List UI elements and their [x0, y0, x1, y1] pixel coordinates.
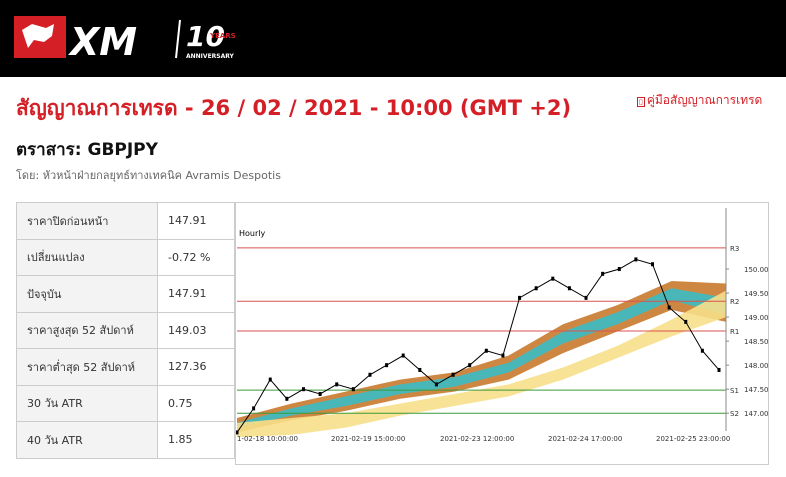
anniversary-caption: ANNIVERSARY — [186, 53, 235, 60]
price-point — [534, 286, 538, 291]
guide-link-text[interactable]: คู่มือสัญญาณการเทรด — [646, 93, 763, 107]
price-point — [601, 271, 605, 276]
price-point — [684, 319, 688, 324]
value-cell: 147.91 — [157, 275, 235, 313]
anniversary-word: YEARS — [209, 32, 236, 40]
price-point — [268, 377, 272, 382]
price-point — [551, 276, 555, 281]
header: XM 10 YEARS ANNIVERSARY — [0, 0, 786, 77]
price-point — [617, 267, 621, 272]
x-tick-label: 2021-02-24 17:00:00 — [548, 435, 622, 443]
price-point — [434, 382, 438, 387]
table-row: ราคาต่ำสุด 52 สัปดาห์ 127.36 — [16, 348, 235, 386]
logo-text: XM — [68, 20, 137, 64]
author: โดย: หัวหน้าฝ่ายกลยุทธ์ทางเทคนิค Avramis… — [16, 169, 281, 182]
level-label: S2 — [730, 410, 739, 418]
price-point — [717, 367, 721, 372]
price-point — [518, 295, 522, 300]
label-cell: เปลี่ยนแปลง — [16, 238, 158, 276]
price-point — [368, 372, 372, 377]
price-point — [285, 396, 289, 401]
price-point — [451, 372, 455, 377]
logo: XM 10 YEARS ANNIVERSARY — [14, 16, 236, 64]
price-point — [385, 363, 389, 368]
level-label: R1 — [730, 328, 739, 336]
bull-icon — [22, 24, 54, 48]
price-point — [468, 363, 472, 368]
price-point — [667, 305, 671, 310]
price-point — [651, 262, 655, 267]
chart: Hourly R3 R2 R1 S1 S2 150.00 149.50 149.00 148.5… — [235, 202, 769, 465]
level-label: R3 — [730, 245, 739, 253]
y-tick-label: 149.50 — [744, 290, 769, 298]
value-cell: 147.91 — [157, 202, 235, 240]
label-cell: 40 วัน ATR — [16, 421, 158, 459]
price-point — [584, 295, 588, 300]
value-cell: -0.72 % — [157, 238, 235, 276]
y-tick-label: 149.00 — [744, 314, 769, 322]
table-row: 30 วัน ATR 0.75 — [16, 384, 235, 422]
label-cell: ปัจจุบัน — [16, 275, 158, 313]
label-cell: 30 วัน ATR — [16, 384, 158, 422]
table-row: ปัจจุบัน 147.91 — [16, 275, 235, 313]
x-tick-label: 2021-02-25 23:00:00 — [656, 435, 730, 443]
price-point — [351, 387, 355, 392]
label-cell: ราคาสูงสุด 52 สัปดาห์ — [16, 311, 158, 349]
label-cell: ราคาปิดก่อนหน้า — [16, 202, 158, 240]
price-point — [634, 257, 638, 262]
table-row: ราคาปิดก่อนหน้า 147.91 — [16, 202, 235, 240]
y-tick-label: 148.00 — [744, 362, 769, 370]
price-point — [236, 430, 239, 435]
price-point — [401, 353, 405, 358]
y-tick-label: 148.50 — [744, 338, 769, 346]
price-point — [318, 391, 322, 396]
x-tick-label: 2021-02-19 15:00:00 — [331, 435, 405, 443]
price-line — [236, 258, 720, 433]
table-row: 40 วัน ATR 1.85 — [16, 421, 235, 459]
chart-label: Hourly — [239, 229, 265, 238]
y-tick-label: 147.00 — [744, 410, 769, 418]
anniversary-number: 10 — [186, 20, 225, 53]
price-point — [567, 286, 571, 291]
x-tick-label: 2021-02-23 12:00:00 — [440, 435, 514, 443]
divider — [175, 19, 181, 59]
y-tick-label: 147.50 — [744, 386, 769, 394]
value-cell: 1.85 — [157, 421, 235, 459]
price-point — [418, 367, 422, 372]
price-point — [335, 382, 339, 387]
pdf-icon: ▯ — [637, 97, 645, 107]
label-cell: ราคาต่ำสุด 52 สัปดาห์ — [16, 348, 158, 386]
value-cell: 127.36 — [157, 348, 235, 386]
price-point — [484, 348, 488, 353]
table-row: ราคาสูงสุด 52 สัปดาห์ 149.03 — [16, 311, 235, 349]
value-cell: 0.75 — [157, 384, 235, 422]
level-label: R2 — [730, 298, 739, 306]
level-label: S1 — [730, 387, 739, 395]
price-point — [301, 387, 305, 392]
page-title: สัญญาณการเทรด - 26 / 02 / 2021 - 10:00 (… — [16, 96, 572, 120]
instrument: ตราสาร: GBPJPY — [16, 140, 158, 160]
value-cell: 149.03 — [157, 311, 235, 349]
y-tick-label: 150.00 — [744, 266, 769, 274]
band — [237, 290, 726, 438]
price-point — [501, 353, 505, 358]
band — [237, 288, 726, 428]
x-tick-label: 1-02-18 10:00:00 — [237, 435, 298, 443]
guide-link[interactable]: ▯ คู่มือสัญญาณการเทรด — [637, 91, 762, 110]
price-point — [252, 406, 256, 411]
table-row: เปลี่ยนแปลง -0.72 % — [16, 238, 235, 276]
info-table: ราคาปิดก่อนหน้า 147.91 เปลี่ยนแปลง -0.72 % ป… — [16, 202, 235, 459]
price-point — [700, 348, 704, 353]
